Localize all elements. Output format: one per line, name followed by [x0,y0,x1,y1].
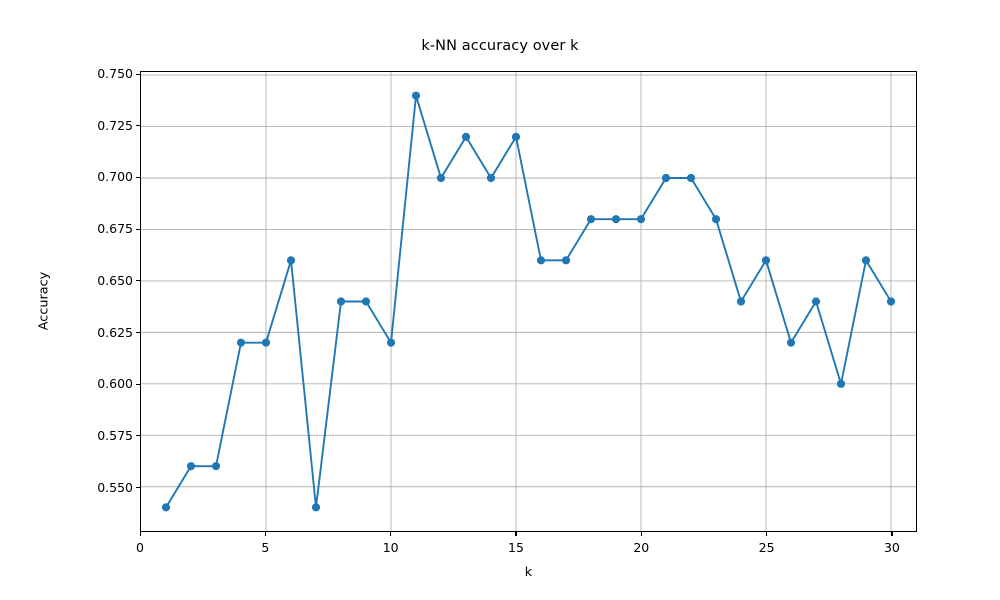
y-axis-tick-mark [136,228,140,230]
y-axis-tick-mark [136,176,140,179]
data-point-marker [761,256,771,265]
x-axis-tick-label: 0 [136,540,144,555]
y-axis-tick-mark [136,383,140,385]
data-point-marker [411,91,421,100]
chart-title: k-NN accuracy over k [421,38,579,54]
y-axis-tick-mark [136,280,140,282]
x-axis-tick-label: 25 [758,540,775,555]
y-axis-tick-label: 0.550 [97,479,133,495]
data-point-marker [586,215,596,224]
data-point-marker [711,215,721,224]
data-point-marker [736,297,746,306]
data-point-marker [561,256,571,265]
data-point-marker [886,297,896,306]
y-axis-tick-label: 0.750 [97,66,133,82]
x-axis-tick-mark [640,532,642,536]
y-axis-tick-label: 0.700 [97,169,133,185]
x-axis-label: k [524,565,533,580]
plot-area [140,71,917,532]
x-axis-tick-mark [264,532,266,536]
data-point-marker [686,173,696,183]
y-axis-tick-label: 0.625 [97,324,133,340]
x-axis-tick-mark [390,532,392,536]
x-axis-tick-label: 5 [261,540,270,555]
y-axis-tick-label: 0.600 [97,376,133,392]
data-point-marker [786,338,796,347]
data-point-marker [811,297,821,306]
y-axis-tick-mark [136,125,140,127]
data-point-marker [336,297,346,306]
data-point-marker [861,256,871,265]
data-point-marker [311,503,321,512]
x-axis-tick-mark [891,532,893,536]
data-point-marker [436,173,446,183]
data-point-marker [611,215,621,224]
x-axis-tick-mark [515,532,517,536]
y-axis-tick-mark [136,332,140,334]
y-axis-tick-label: 0.725 [97,117,133,133]
x-axis-tick-label: 30 [883,540,900,555]
x-axis-tick-label: 10 [382,540,399,555]
data-point-marker [161,503,171,512]
data-point-marker [511,132,521,141]
y-axis-tick-mark [136,435,140,437]
data-point-marker [236,338,246,347]
x-axis-tick-mark [766,532,768,536]
line-plot-svg [141,72,916,531]
data-point-marker [836,379,846,388]
data-point-markers [161,91,896,512]
data-point-marker [286,256,296,265]
y-axis-tick-mark [136,73,140,75]
y-axis-tick-label: 0.650 [97,272,133,288]
data-point-marker [536,256,546,265]
data-point-marker [361,297,371,306]
data-point-marker [486,173,496,183]
y-axis-label: Accuracy [36,271,52,331]
data-point-marker [211,462,221,471]
data-point-marker [261,338,271,347]
data-point-marker [461,132,471,141]
data-point-marker [661,173,671,183]
y-axis-tick-label: 0.575 [97,427,133,443]
data-point-marker [636,215,646,224]
data-point-marker [386,338,396,347]
data-point-marker [186,462,196,471]
y-axis-tick-mark [136,487,140,489]
x-axis-tick-label: 20 [633,540,650,555]
grid-lines [141,72,916,531]
x-axis-tick-mark [139,532,141,536]
y-axis-tick-label: 0.675 [97,221,133,237]
data-line-accuracy [165,94,892,509]
x-axis-tick-label: 15 [508,540,524,555]
